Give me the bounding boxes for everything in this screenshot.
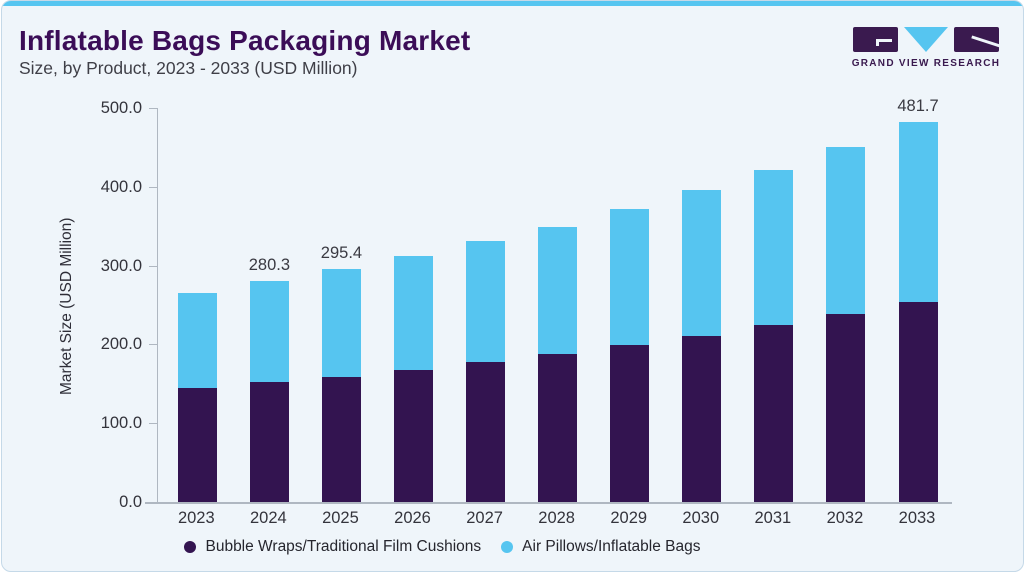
bar-segment-2026-bubble-wraps <box>394 369 433 502</box>
bar-segment-2033-air-pillows <box>898 122 938 302</box>
bar-2027 <box>466 241 506 502</box>
data-label-2025: 295.4 <box>320 244 363 263</box>
logo-g-block <box>853 27 898 52</box>
bar-segment-2030-air-pillows <box>682 190 722 336</box>
data-label-2024: 280.3 <box>248 256 291 275</box>
y-axis-title: Market Size (USD Million) <box>58 217 75 395</box>
y-tick-label-0.0: 0.0 <box>119 493 142 511</box>
y-tick-label-200.0: 200.0 <box>100 335 142 354</box>
legend-label: Air Pillows/Inflatable Bags <box>522 538 701 555</box>
legend: Bubble Wraps/Traditional Film Cushions Ai… <box>2 538 1023 556</box>
bar-segment-2031-air-pillows <box>754 169 794 326</box>
bar-segment-2027-air-pillows <box>466 241 506 363</box>
bar-2024: 280.3 <box>249 256 290 502</box>
x-tick-label-2031: 2031 <box>754 509 792 527</box>
legend-label: Bubble Wraps/Traditional Film Cushions <box>205 538 482 555</box>
y-tick-label-400.0: 400.0 <box>100 177 142 196</box>
bar-segment-2028-air-pillows <box>538 226 578 355</box>
brand-name: GRAND VIEW RESEARCH <box>851 58 1001 69</box>
data-label-2033: 481.7 <box>897 97 939 116</box>
bar-2028 <box>538 226 578 502</box>
y-tick-label-300.0: 300.0 <box>100 256 142 275</box>
bar-segment-2026-air-pillows <box>394 256 433 370</box>
bar-segment-2031-bubble-wraps <box>754 325 794 502</box>
bar-segment-2025-air-pillows <box>321 269 361 377</box>
bar-segment-2032-air-pillows <box>826 146 866 314</box>
bar-segment-2029-air-pillows <box>610 209 650 346</box>
top-accent-bar <box>2 1 1023 6</box>
y-tick-mark <box>149 265 157 267</box>
y-tick-label-500.0: 500.0 <box>100 99 142 117</box>
logo-v-triangle <box>904 27 948 52</box>
x-tick-label-2029: 2029 <box>610 509 648 527</box>
bar-2031 <box>754 169 794 502</box>
x-tick-label-2028: 2028 <box>538 509 575 527</box>
bar-segment-2033-bubble-wraps <box>898 301 938 502</box>
legend-dot-icon <box>184 541 197 553</box>
bar-2033: 481.7 <box>897 97 939 502</box>
bar-segment-2027-bubble-wraps <box>466 362 506 502</box>
bar-segment-2032-bubble-wraps <box>826 313 866 502</box>
x-tick-label-2032: 2032 <box>826 509 864 527</box>
bar-2026 <box>394 256 433 502</box>
y-tick-mark <box>149 423 157 425</box>
legend-item-bubble-wraps: Bubble Wraps/Traditional Film Cushions <box>184 538 481 556</box>
plot-area: 280.3 295.4 481.7 <box>157 97 953 502</box>
y-tick-mark <box>149 108 157 109</box>
bar-segment-2024-bubble-wraps <box>249 381 289 502</box>
x-axis-line <box>145 502 952 504</box>
bar-segment-2030-bubble-wraps <box>682 335 722 502</box>
bar-segment-2029-bubble-wraps <box>610 345 650 502</box>
logo-shapes <box>851 27 1001 52</box>
logo-r-block <box>954 27 999 52</box>
bar-segment-2023-air-pillows <box>177 292 217 389</box>
y-tick-label-100.0: 100.0 <box>100 414 142 433</box>
x-tick-label-2023: 2023 <box>177 509 215 527</box>
chart-subtitle: Size, by Product, 2023 - 2033 (USD Milli… <box>19 58 358 78</box>
bar-2032 <box>826 146 866 502</box>
bar-segment-2028-bubble-wraps <box>538 354 578 502</box>
bar-2025: 295.4 <box>321 244 362 502</box>
x-tick-label-2025: 2025 <box>322 509 359 527</box>
y-tick-mark <box>149 344 157 346</box>
legend-dot-icon <box>501 541 514 553</box>
x-tick-label-2027: 2027 <box>466 509 503 527</box>
y-tick-mark <box>149 186 157 188</box>
x-tick-label-2030: 2030 <box>682 509 720 527</box>
x-tick-label-2026: 2026 <box>394 509 431 527</box>
x-tick-label-2033: 2033 <box>898 509 936 527</box>
bar-segment-2024-air-pillows <box>249 281 289 382</box>
chart-title: Inflatable Bags Packaging Market <box>19 25 471 56</box>
bar-segment-2023-bubble-wraps <box>177 388 217 502</box>
bar-2030 <box>682 190 722 502</box>
legend-item-air-pillows: Air Pillows/Inflatable Bags <box>501 538 701 556</box>
brand-logo: GRAND VIEW RESEARCH <box>851 27 1001 69</box>
bar-2029 <box>610 209 650 502</box>
x-tick-label-2024: 2024 <box>250 509 287 527</box>
bar-2023 <box>177 292 217 502</box>
bar-segment-2025-bubble-wraps <box>321 376 361 502</box>
